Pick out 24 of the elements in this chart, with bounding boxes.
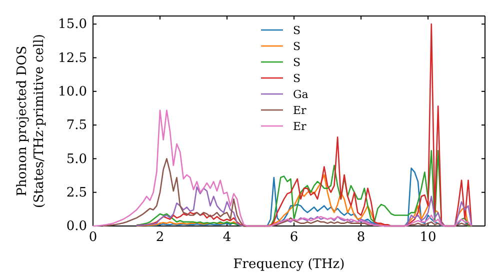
x-tick-label: 4 [222, 230, 232, 246]
x-tick-label: 0 [88, 230, 98, 246]
y-tick-label: 12.5 [58, 50, 87, 66]
y-tick-label: 5.0 [66, 152, 87, 167]
line-series [136, 23, 472, 227]
y-tick-label: 10.0 [58, 84, 87, 100]
x-tick-label: 10 [420, 230, 436, 246]
line-series [136, 150, 472, 227]
y-tick-label: 2.5 [66, 186, 87, 201]
x-tick-label: 6 [290, 230, 298, 246]
legend-label: S [293, 40, 301, 53]
legend-label: Ga [293, 88, 309, 101]
legend-label: Er [293, 104, 308, 117]
legend-label: Er [293, 120, 308, 133]
y-axis-title: Phonon projected DOS (States/THz·primitive cell) [15, 34, 47, 208]
legend-label: S [293, 56, 301, 69]
x-tick-label: 2 [156, 230, 164, 246]
y-tick-label: 15.0 [58, 17, 87, 32]
legend-label: S [293, 72, 301, 85]
x-axis-title: Frequency (THz) [233, 257, 345, 272]
y-tick-label: 0.0 [66, 219, 87, 234]
y-tick-label: 7.5 [66, 118, 87, 134]
legend-label: S [293, 24, 301, 37]
x-tick-label: 8 [356, 230, 366, 246]
